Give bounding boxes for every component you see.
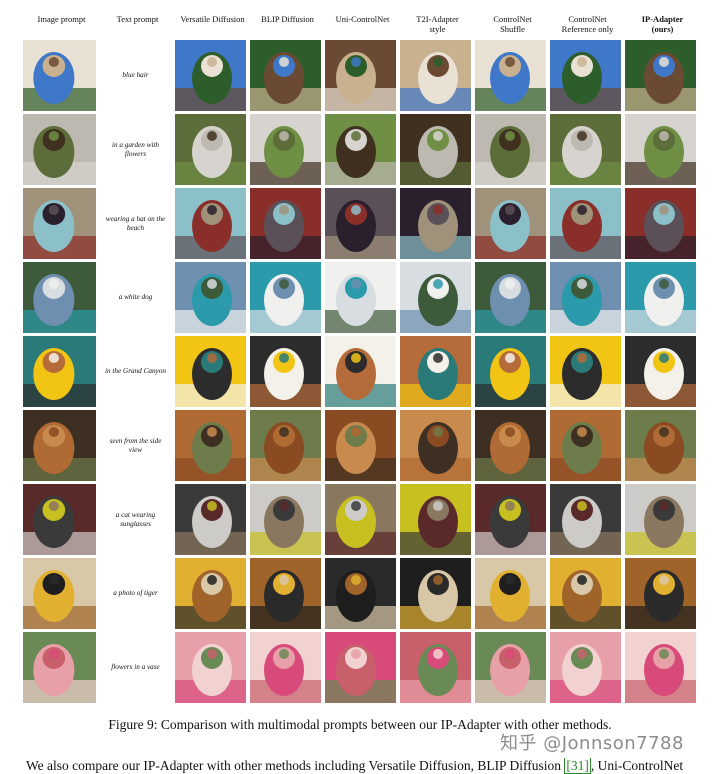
ip-adapter-result-image [625, 410, 696, 481]
header-image-prompt: Image prompt [37, 14, 86, 24]
text-prompt-label: a photo of tiger [100, 558, 171, 629]
versatile-diffusion-result-image [175, 336, 246, 407]
body-text-start: We also compare our IP-Adapter with othe… [26, 758, 565, 773]
image-prompt-thumbnail [23, 632, 96, 703]
text-prompt-label: in the Grand Canyon [100, 336, 171, 407]
header-controlnet-shuffle: ControlNet Shuffle [493, 14, 532, 34]
blip-diffusion-result-image [250, 40, 321, 111]
header-versatile-diffusion: Versatile Diffusion [180, 14, 245, 24]
header-uni-controlnet: Uni-ControlNet [335, 14, 390, 24]
image-prompt-thumbnail [23, 410, 96, 481]
t2i-adapter-result-image [400, 558, 471, 629]
blip-diffusion-result-image [250, 262, 321, 333]
versatile-diffusion-result-image [175, 114, 246, 185]
controlnet-reference-result-image [550, 40, 621, 111]
controlnet-shuffle-result-image [475, 632, 546, 703]
body-paragraph: We also compare our IP-Adapter with othe… [26, 758, 716, 774]
t2i-adapter-result-image [400, 632, 471, 703]
versatile-diffusion-result-image [175, 558, 246, 629]
controlnet-reference-result-image [550, 410, 621, 481]
header-controlnet-reference-only: ControlNet Reference only [561, 14, 614, 34]
uni-controlnet-result-image [325, 188, 396, 259]
versatile-diffusion-result-image [175, 410, 246, 481]
uni-controlnet-result-image [325, 558, 396, 629]
blip-diffusion-result-image [250, 336, 321, 407]
text-prompt-label: seen from the side view [100, 410, 171, 481]
controlnet-reference-result-image [550, 188, 621, 259]
controlnet-shuffle-result-image [475, 40, 546, 111]
text-prompt-label: wearing a hat on the beach [100, 188, 171, 259]
blip-diffusion-result-image [250, 484, 321, 555]
t2i-adapter-result-image [400, 114, 471, 185]
t2i-adapter-result-image [400, 410, 471, 481]
text-prompt-label: blue hair [100, 40, 171, 111]
controlnet-shuffle-result-image [475, 484, 546, 555]
image-prompt-thumbnail [23, 114, 96, 185]
ip-adapter-result-image [625, 632, 696, 703]
image-prompt-thumbnail [23, 262, 96, 333]
header-ip-adapter-ours: IP-Adapter (ours) [641, 14, 684, 34]
text-prompt-label: flowers in a vase [100, 632, 171, 703]
versatile-diffusion-result-image [175, 40, 246, 111]
comparison-figure-grid: Image prompt Text prompt Versatile Diffu… [23, 10, 700, 706]
image-prompt-thumbnail [23, 336, 96, 407]
image-prompt-thumbnail [23, 40, 96, 111]
controlnet-shuffle-result-image [475, 262, 546, 333]
controlnet-reference-result-image [550, 114, 621, 185]
text-prompt-label: in a garden with flowers [100, 114, 171, 185]
header-t2i-adapter-style: T2I-Adapter style [416, 14, 459, 34]
blip-diffusion-result-image [250, 632, 321, 703]
versatile-diffusion-result-image [175, 262, 246, 333]
t2i-adapter-result-image [400, 336, 471, 407]
uni-controlnet-result-image [325, 410, 396, 481]
blip-diffusion-result-image [250, 558, 321, 629]
header-text-prompt: Text prompt [116, 14, 159, 24]
controlnet-reference-result-image [550, 558, 621, 629]
controlnet-reference-result-image [550, 484, 621, 555]
citation-link[interactable]: [31] [564, 758, 591, 774]
ip-adapter-result-image [625, 188, 696, 259]
figure-caption: Figure 9: Comparison with multimodal pro… [108, 717, 612, 732]
blip-diffusion-result-image [250, 410, 321, 481]
t2i-adapter-result-image [400, 484, 471, 555]
image-prompt-thumbnail [23, 558, 96, 629]
blip-diffusion-result-image [250, 114, 321, 185]
blip-diffusion-result-image [250, 188, 321, 259]
t2i-adapter-result-image [400, 188, 471, 259]
uni-controlnet-result-image [325, 484, 396, 555]
ip-adapter-result-image [625, 336, 696, 407]
controlnet-shuffle-result-image [475, 558, 546, 629]
controlnet-reference-result-image [550, 336, 621, 407]
image-prompt-thumbnail [23, 484, 96, 555]
text-prompt-label: a white dog [100, 262, 171, 333]
ip-adapter-result-image [625, 558, 696, 629]
watermark-logo: 知乎 @Jonnson7788 [500, 733, 684, 754]
uni-controlnet-result-image [325, 262, 396, 333]
ip-adapter-result-image [625, 484, 696, 555]
ip-adapter-result-image [625, 114, 696, 185]
versatile-diffusion-result-image [175, 188, 246, 259]
header-blip-diffusion: BLIP Diffusion [261, 14, 314, 24]
controlnet-shuffle-result-image [475, 188, 546, 259]
text-prompt-label: a cat wearing sunglasses [100, 484, 171, 555]
ip-adapter-result-image [625, 40, 696, 111]
ip-adapter-result-image [625, 262, 696, 333]
body-text-end: , Uni-ControlNet [590, 758, 684, 773]
controlnet-shuffle-result-image [475, 410, 546, 481]
t2i-adapter-result-image [400, 262, 471, 333]
controlnet-reference-result-image [550, 262, 621, 333]
versatile-diffusion-result-image [175, 484, 246, 555]
t2i-adapter-result-image [400, 40, 471, 111]
uni-controlnet-result-image [325, 114, 396, 185]
versatile-diffusion-result-image [175, 632, 246, 703]
image-prompt-thumbnail [23, 188, 96, 259]
controlnet-shuffle-result-image [475, 114, 546, 185]
uni-controlnet-result-image [325, 336, 396, 407]
controlnet-reference-result-image [550, 632, 621, 703]
uni-controlnet-result-image [325, 40, 396, 111]
controlnet-shuffle-result-image [475, 336, 546, 407]
uni-controlnet-result-image [325, 632, 396, 703]
